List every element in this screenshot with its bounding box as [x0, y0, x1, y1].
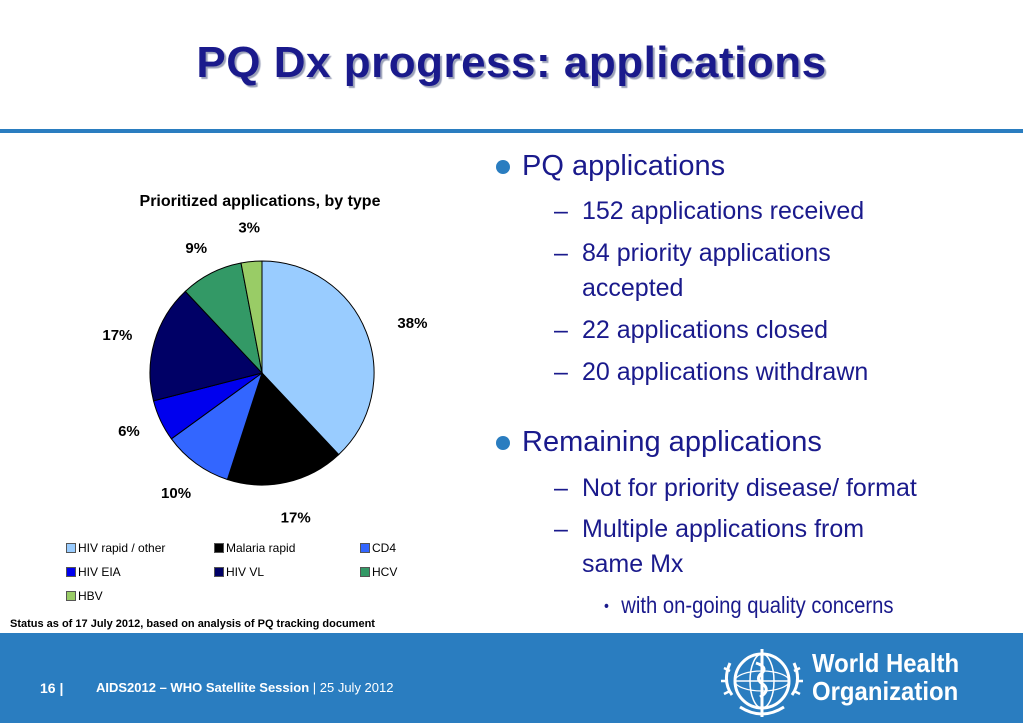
status-note: Status as of 17 July 2012, based on anal… — [10, 618, 375, 630]
dash-icon: – — [554, 316, 568, 344]
sub-bullet-text: 152 applications received — [582, 197, 865, 225]
event-date: | 25 July 2012 — [312, 680, 394, 695]
legend-swatch — [360, 543, 370, 553]
bullet-dot-icon — [496, 159, 510, 174]
data-label: 17% — [281, 510, 311, 527]
data-label: 9% — [185, 240, 207, 257]
sub-bullet: – Multiple applications from same Mx — [554, 512, 932, 582]
bullet-heading: Remaining applications — [522, 426, 822, 458]
data-label: 3% — [238, 220, 260, 237]
legend-item: HIV VL — [214, 565, 264, 579]
data-label: 10% — [161, 485, 191, 502]
legend-label: HIV VL — [226, 565, 265, 579]
event-name: AIDS2012 – WHO Satellite Session — [96, 680, 310, 695]
legend-item: HBV — [66, 589, 103, 603]
sub-bullet: –22 applications closed — [554, 313, 1002, 348]
who-emblem-icon — [721, 649, 803, 717]
dash-icon: – — [554, 515, 568, 543]
legend-item: HIV rapid / other — [66, 541, 165, 555]
legend-item: CD4 — [360, 541, 396, 555]
bullet-dot-icon — [496, 435, 510, 450]
legend-swatch — [214, 567, 224, 577]
footer-caption: AIDS2012 – WHO Satellite Session | 25 Ju… — [96, 680, 393, 695]
sub-bullet-text: Multiple applications from same Mx — [582, 515, 865, 578]
legend-label: HCV — [372, 565, 398, 579]
bullet-pq-applications: PQ applications — [496, 150, 725, 183]
legend-label: HBV — [78, 589, 103, 603]
legend-item: HIV EIA — [66, 565, 121, 579]
sub-sub-bullet: • with on-going quality concerns — [604, 592, 894, 619]
page-number: 16 | — [40, 680, 64, 696]
bullet-icon: • — [604, 597, 609, 615]
sub-bullet-text: Not for priority disease/ format — [582, 474, 917, 502]
sub-bullet: –152 applications received — [554, 194, 1002, 229]
sub-bullet: – Not for priority disease/ format — [554, 471, 1012, 506]
legend-swatch — [214, 543, 224, 553]
sub-bullet-text: 22 applications closed — [582, 316, 828, 344]
legend-label: HIV rapid / other — [78, 541, 166, 555]
pie-slice-hiv-vl — [149, 290, 263, 402]
dash-icon: – — [554, 474, 568, 502]
legend-swatch — [66, 543, 76, 553]
sub-sub-bullet-text: with on-going quality concerns — [621, 592, 894, 618]
data-label: 17% — [102, 327, 132, 344]
legend-label: HIV EIA — [78, 565, 121, 579]
legend-label: CD4 — [372, 541, 397, 555]
bullet-heading: PQ applications — [522, 150, 726, 182]
sub-bullet-text: 20 applications withdrawn — [582, 358, 869, 386]
footer-bar: 16 | AIDS2012 – WHO Satellite Session | … — [0, 633, 1023, 723]
title-divider — [0, 129, 1023, 133]
sub-bullet: –20 applications withdrawn — [554, 355, 1002, 390]
pie-slice-hbv — [240, 260, 263, 374]
pie-slice-malaria-rapid — [226, 372, 340, 486]
pie-slice-hiv-rapid-other — [261, 260, 375, 456]
dash-icon: – — [554, 197, 568, 225]
legend-item: HCV — [360, 565, 397, 579]
sub-bullet-text: 84 priority applications accepted — [582, 239, 831, 302]
legend-swatch — [360, 567, 370, 577]
data-label: 6% — [118, 423, 140, 440]
dash-icon: – — [554, 239, 568, 267]
pie-chart: Prioritized applications, by type 38% 17%… — [102, 193, 427, 527]
chart-title: Prioritized applications, by type — [140, 193, 381, 210]
bullet-remaining-applications: Remaining applications — [496, 426, 822, 459]
legend-label: Malaria rapid — [226, 541, 296, 555]
slide-title: PQ Dx progress: applications — [196, 38, 827, 87]
legend-swatch — [66, 591, 76, 601]
who-wordmark: World Health Organization — [812, 648, 960, 706]
dash-icon: – — [554, 358, 568, 386]
legend-swatch — [66, 567, 76, 577]
data-label: 38% — [397, 315, 427, 332]
sub-bullet: –84 priority applications accepted — [554, 236, 912, 306]
legend-item: Malaria rapid — [214, 541, 295, 555]
